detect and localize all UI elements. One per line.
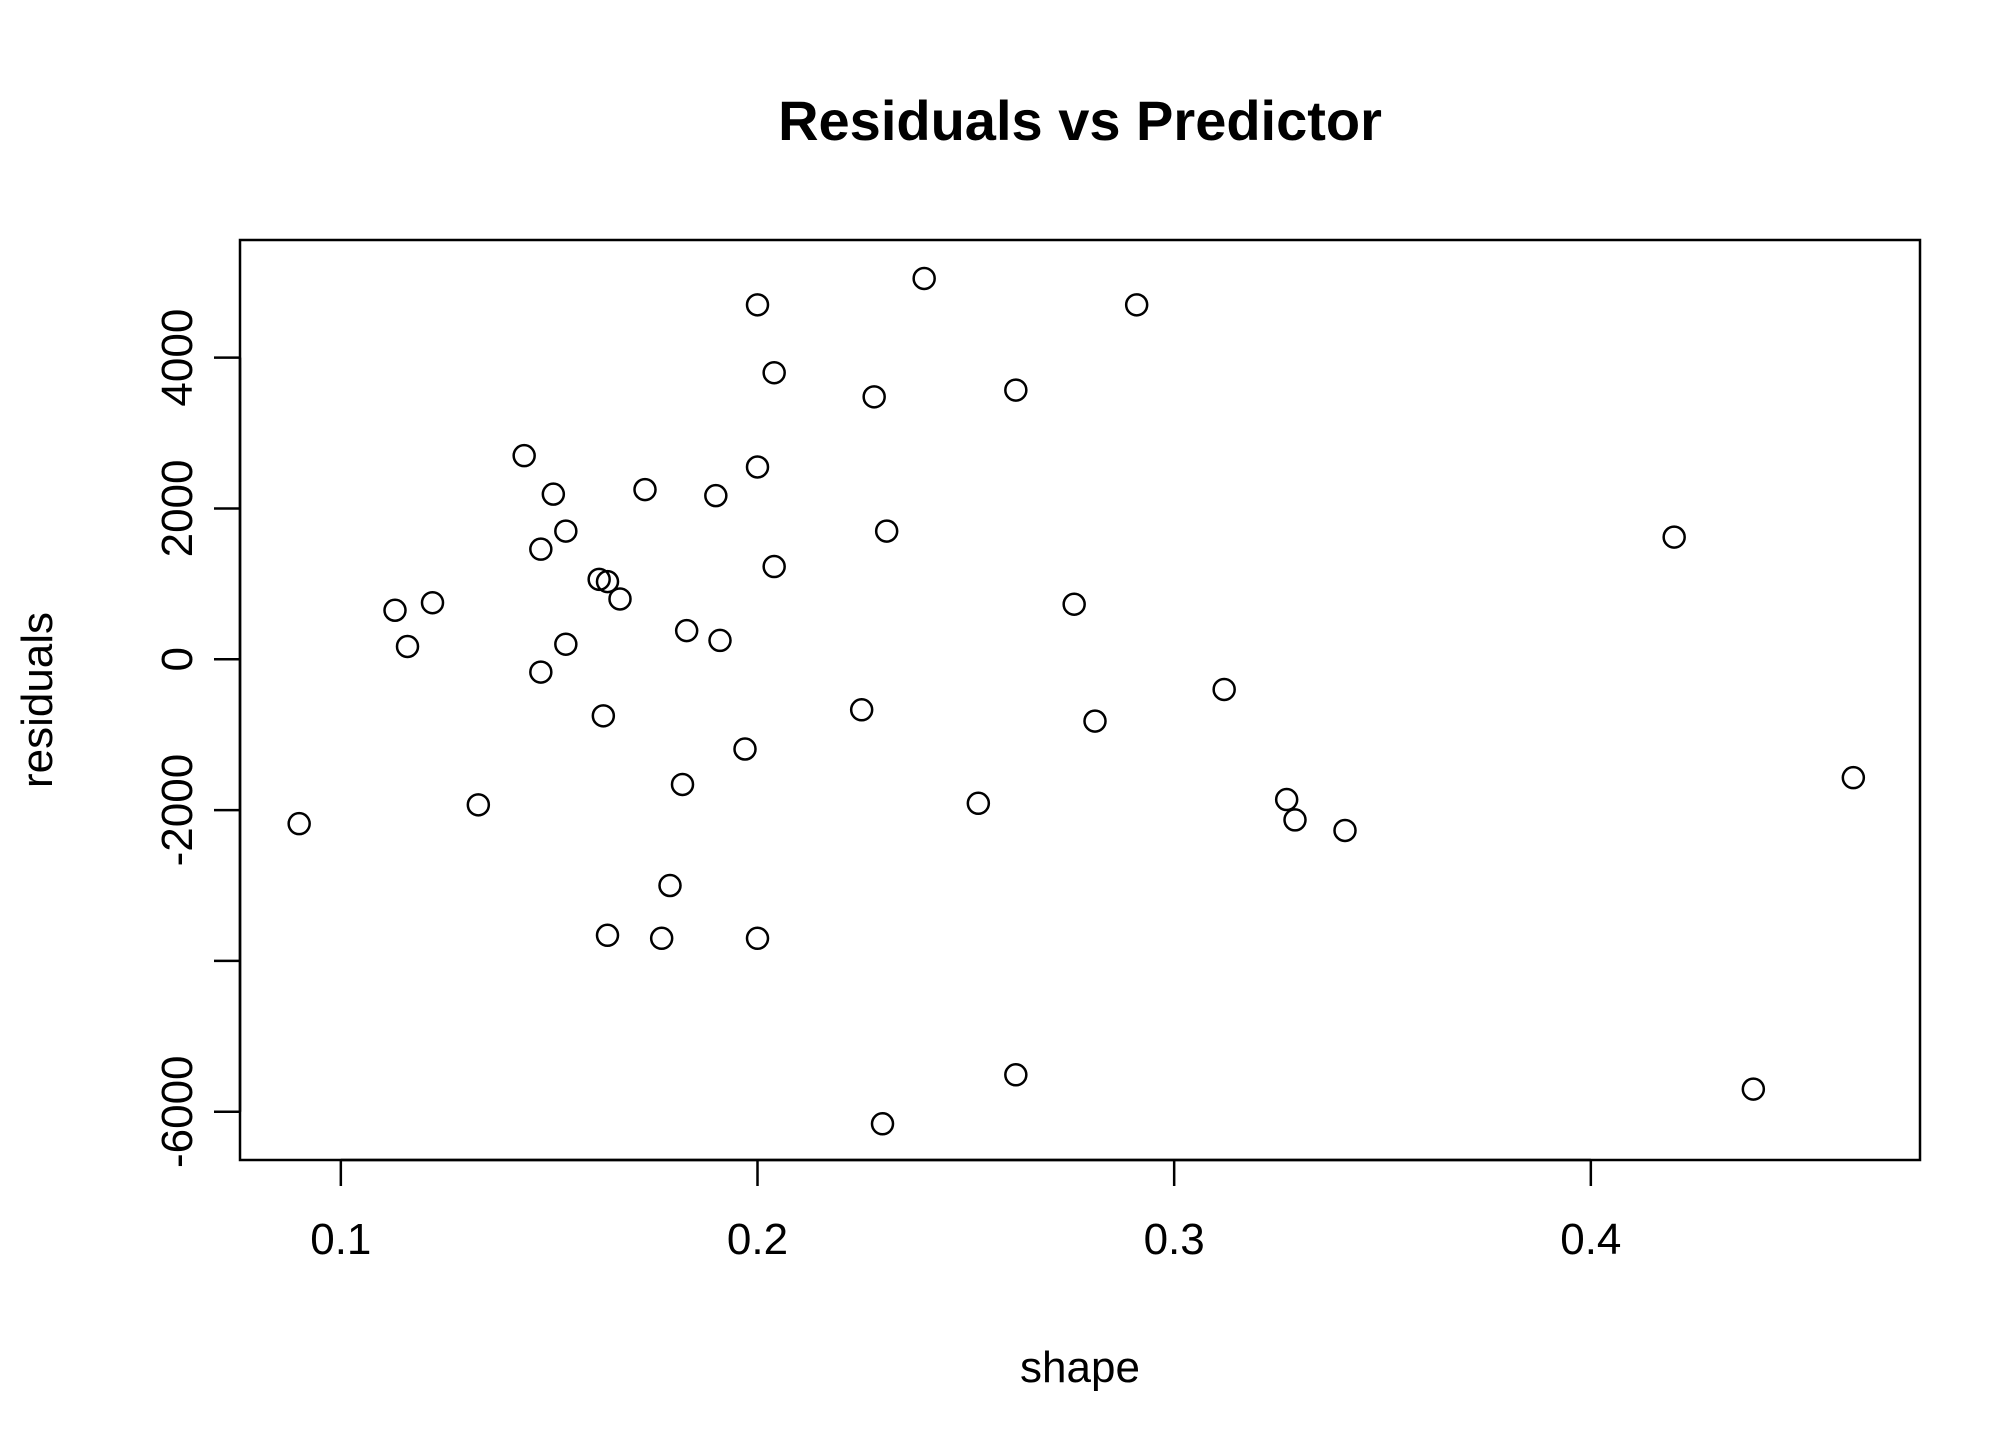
- data-point: [1283, 808, 1307, 832]
- data-point: [383, 598, 407, 623]
- data-point: [870, 1112, 895, 1136]
- y-tick-label: 0: [153, 647, 202, 671]
- data-point: [733, 737, 757, 761]
- data-point: [1841, 765, 1866, 790]
- data-point: [874, 519, 899, 543]
- data-point: [649, 926, 674, 951]
- y-tick-label: 2000: [153, 460, 202, 558]
- data-point: [1741, 1077, 1766, 1101]
- data-point: [762, 554, 786, 579]
- data-point: [1004, 1063, 1028, 1087]
- data-point: [674, 618, 699, 643]
- data-point: [595, 923, 620, 948]
- data-point: [595, 569, 620, 594]
- data-point: [670, 772, 695, 797]
- y-axis-label: residuals: [13, 612, 62, 788]
- x-tick-label: 0.4: [1560, 1215, 1621, 1264]
- data-point: [512, 443, 536, 468]
- y-tick-label: -6000: [153, 1055, 202, 1168]
- chart-title: Residuals vs Predictor: [778, 89, 1382, 152]
- data-point: [633, 477, 657, 502]
- data-point: [966, 791, 991, 816]
- data-point: [466, 793, 491, 817]
- y-tick-label: -2000: [153, 754, 202, 867]
- data-point: [1062, 592, 1086, 616]
- x-tick-label: 0.3: [1144, 1215, 1205, 1264]
- data-point: [1124, 293, 1149, 317]
- data-point: [862, 385, 886, 409]
- data-point: [1274, 787, 1299, 812]
- data-point: [1083, 709, 1107, 733]
- data-point: [745, 926, 770, 951]
- data-point: [1004, 378, 1028, 402]
- data-point: [849, 698, 874, 722]
- data-point: [704, 483, 728, 508]
- data-point: [1333, 818, 1357, 843]
- data-point: [591, 704, 616, 728]
- data-point: [420, 590, 445, 615]
- data-point: [762, 360, 786, 385]
- data-point: [395, 634, 420, 659]
- data-point: [287, 811, 311, 836]
- data-point: [658, 873, 682, 898]
- data-point: [1662, 525, 1686, 549]
- data-point: [608, 587, 632, 611]
- data-point: [554, 519, 578, 543]
- y-axis: -6000 -2000 0 2000 4000: [153, 309, 242, 1168]
- y-tick-label: 4000: [153, 309, 202, 407]
- data-point: [745, 455, 770, 479]
- data-point: [529, 537, 553, 561]
- data-points: [287, 266, 1866, 1136]
- x-axis: 0.1 0.2 0.3 0.4: [310, 1158, 1621, 1264]
- x-axis-label: shape: [1020, 1343, 1140, 1392]
- data-point: [745, 293, 770, 317]
- data-point: [912, 266, 936, 291]
- data-point: [1212, 677, 1236, 702]
- data-point: [541, 482, 566, 506]
- x-tick-label: 0.2: [727, 1215, 788, 1264]
- data-point: [554, 632, 578, 656]
- data-point: [708, 628, 732, 653]
- x-tick-label: 0.1: [310, 1215, 371, 1264]
- data-point: [529, 660, 553, 684]
